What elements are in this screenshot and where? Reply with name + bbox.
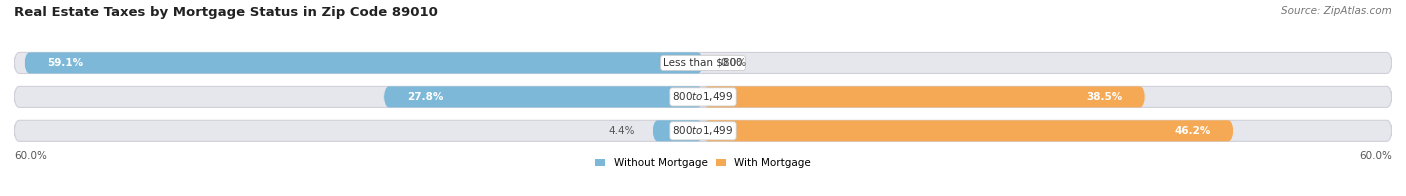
Text: 59.1%: 59.1% [48, 58, 83, 68]
Legend: Without Mortgage, With Mortgage: Without Mortgage, With Mortgage [595, 158, 811, 168]
Text: 60.0%: 60.0% [14, 151, 46, 161]
FancyBboxPatch shape [14, 120, 1392, 141]
FancyBboxPatch shape [384, 86, 703, 107]
FancyBboxPatch shape [14, 86, 1392, 107]
FancyBboxPatch shape [14, 53, 1392, 74]
Text: 27.8%: 27.8% [406, 92, 443, 102]
Text: Less than $800: Less than $800 [664, 58, 742, 68]
Text: Real Estate Taxes by Mortgage Status in Zip Code 89010: Real Estate Taxes by Mortgage Status in … [14, 6, 437, 19]
Text: 4.4%: 4.4% [609, 126, 636, 136]
FancyBboxPatch shape [703, 86, 1144, 107]
Text: 0.0%: 0.0% [720, 58, 747, 68]
Text: Source: ZipAtlas.com: Source: ZipAtlas.com [1281, 6, 1392, 16]
FancyBboxPatch shape [652, 120, 703, 141]
Text: $800 to $1,499: $800 to $1,499 [672, 90, 734, 103]
FancyBboxPatch shape [24, 53, 703, 74]
Text: 60.0%: 60.0% [1360, 151, 1392, 161]
Text: 38.5%: 38.5% [1085, 92, 1122, 102]
Text: 46.2%: 46.2% [1174, 126, 1211, 136]
Text: $800 to $1,499: $800 to $1,499 [672, 124, 734, 137]
FancyBboxPatch shape [703, 120, 1233, 141]
